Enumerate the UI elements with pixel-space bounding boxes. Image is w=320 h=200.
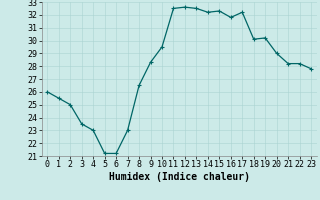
X-axis label: Humidex (Indice chaleur): Humidex (Indice chaleur) <box>109 172 250 182</box>
